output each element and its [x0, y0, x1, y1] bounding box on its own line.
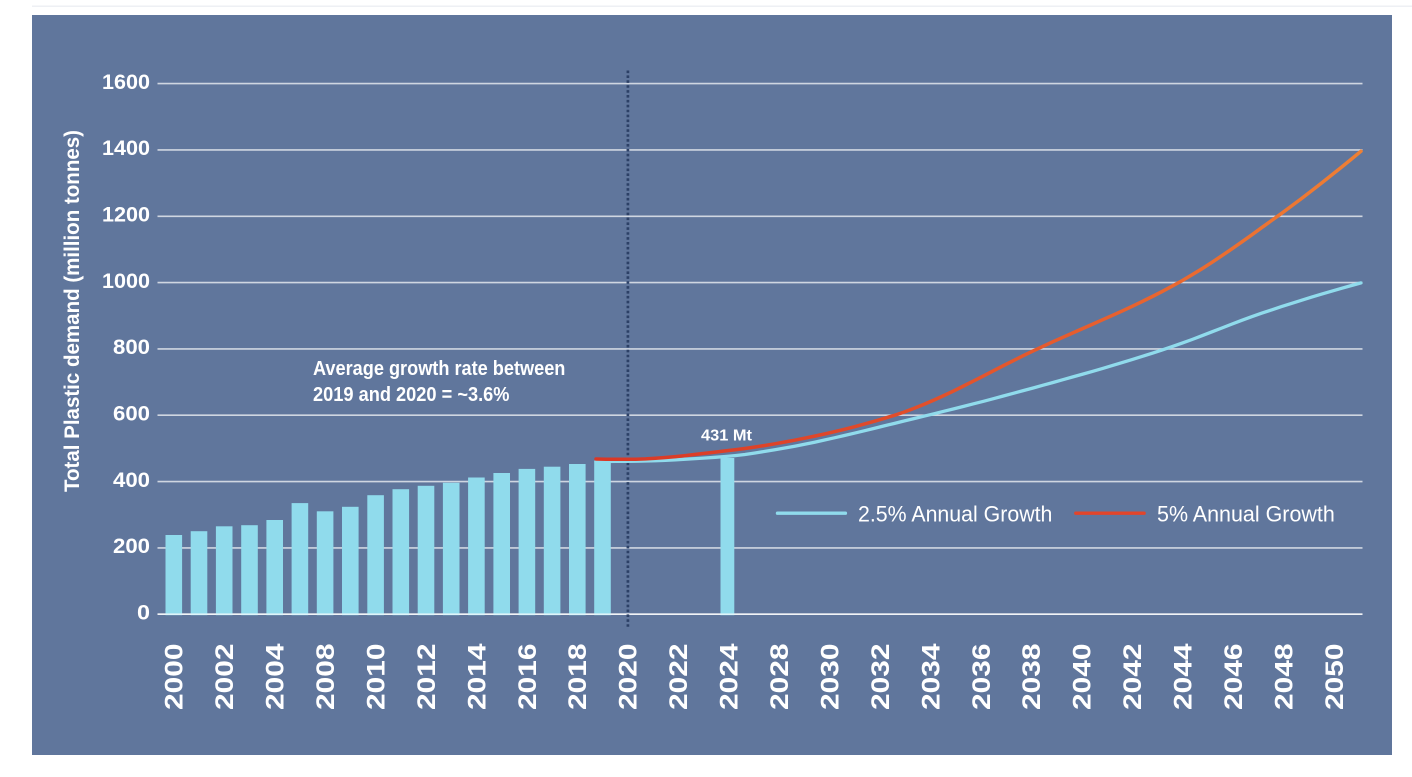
svg-text:2032: 2032: [867, 644, 895, 711]
svg-text:431 Mt: 431 Mt: [701, 427, 753, 444]
svg-text:Total Plastic demand (million: Total Plastic demand (million tonnes): [61, 130, 84, 492]
svg-text:2.5% Annual Growth: 2.5% Annual Growth: [858, 502, 1052, 527]
svg-text:2028: 2028: [766, 643, 794, 710]
svg-text:600: 600: [113, 402, 150, 425]
svg-text:2044: 2044: [1170, 643, 1198, 710]
svg-text:800: 800: [113, 336, 150, 359]
svg-text:1600: 1600: [102, 71, 150, 94]
svg-text:2002: 2002: [211, 644, 239, 711]
svg-text:5% Annual Growth: 5% Annual Growth: [1157, 502, 1335, 527]
svg-text:2050: 2050: [1321, 644, 1349, 711]
svg-text:1400: 1400: [102, 137, 150, 160]
svg-text:2004: 2004: [262, 643, 290, 710]
svg-text:200: 200: [113, 535, 150, 558]
svg-text:0: 0: [137, 601, 150, 624]
svg-text:2022: 2022: [665, 644, 693, 711]
svg-text:2040: 2040: [1069, 644, 1097, 711]
svg-text:2012: 2012: [413, 644, 441, 711]
svg-text:2048: 2048: [1271, 643, 1299, 710]
svg-text:2046: 2046: [1220, 644, 1248, 711]
svg-text:1000: 1000: [102, 270, 150, 293]
svg-text:400: 400: [113, 469, 150, 492]
svg-text:2020: 2020: [615, 644, 643, 711]
svg-text:2042: 2042: [1119, 644, 1147, 711]
svg-text:2014: 2014: [463, 643, 491, 710]
svg-text:2036: 2036: [968, 644, 996, 711]
svg-text:2010: 2010: [362, 644, 390, 711]
svg-text:2034: 2034: [917, 643, 945, 710]
svg-text:1200: 1200: [102, 204, 150, 227]
svg-text:2018: 2018: [564, 643, 592, 710]
svg-text:2024: 2024: [716, 643, 744, 710]
svg-text:Average growth rate between: Average growth rate between: [313, 358, 565, 380]
svg-text:2008: 2008: [312, 643, 340, 710]
svg-text:2016: 2016: [514, 644, 542, 711]
svg-text:2030: 2030: [817, 644, 845, 711]
svg-text:2038: 2038: [1018, 643, 1046, 710]
svg-text:2019 and 2020 = ~3.6%: 2019 and 2020 = ~3.6%: [313, 384, 510, 406]
svg-text:2000: 2000: [161, 644, 189, 711]
